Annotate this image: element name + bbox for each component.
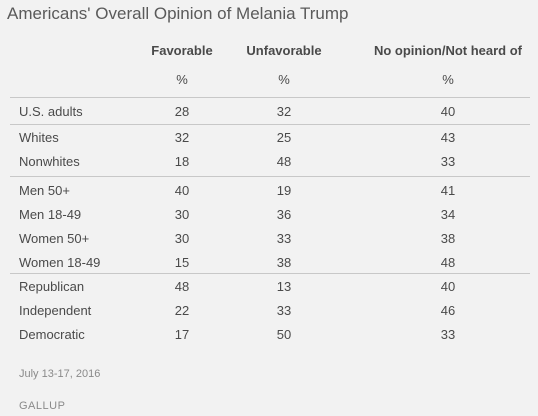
row-label: Women 18-49 [19,255,101,270]
cell-no-opinion: 38 [440,231,456,246]
column-header-favorable: Favorable [151,43,213,58]
unit-no-opinion: % [442,72,454,87]
cell-no-opinion: 40 [440,104,456,119]
cell-unfavorable: 36 [276,207,292,222]
cell-favorable: 40 [174,183,190,198]
cell-unfavorable: 48 [276,154,292,169]
group-divider [10,124,530,125]
unit-unfavorable: % [278,72,290,87]
cell-no-opinion: 43 [440,130,456,145]
table-row: Women 18-49 15 38 48 [0,255,538,279]
cell-favorable: 15 [174,255,190,270]
table-row: Men 50+ 40 19 41 [0,183,538,207]
cell-unfavorable: 25 [276,130,292,145]
unit-favorable: % [176,72,188,87]
row-label: Republican [19,279,85,294]
row-label: Whites [19,130,59,145]
row-label: Nonwhites [19,154,80,169]
group-divider [10,176,530,177]
row-label: U.S. adults [19,104,83,119]
table-row: Nonwhites 18 48 33 [0,154,538,178]
table-row: Women 50+ 30 33 38 [0,231,538,255]
cell-favorable: 30 [174,231,190,246]
cell-no-opinion: 40 [440,279,456,294]
cell-favorable: 17 [174,327,190,342]
table-row: Whites 32 25 43 [0,130,538,154]
source-label: GALLUP [19,400,66,412]
table-row: Men 18-49 30 36 34 [0,207,538,231]
survey-date: July 13-17, 2016 [19,368,101,380]
cell-no-opinion: 41 [440,183,456,198]
cell-unfavorable: 33 [276,231,292,246]
cell-unfavorable: 33 [276,303,292,318]
group-divider [10,97,530,98]
row-label: Women 50+ [19,231,90,246]
table-row: Democratic 17 50 33 [0,327,538,351]
table-row: Independent 22 33 46 [0,303,538,327]
cell-unfavorable: 13 [276,279,292,294]
row-label: Men 50+ [19,183,70,198]
column-header-unfavorable: Unfavorable [246,43,322,58]
cell-unfavorable: 19 [276,183,292,198]
cell-no-opinion: 34 [440,207,456,222]
row-label: Independent [19,303,92,318]
cell-favorable: 28 [174,104,190,119]
row-label: Men 18-49 [19,207,82,222]
cell-favorable: 48 [174,279,190,294]
column-header-no-opinion: No opinion/Not heard of [373,43,523,58]
cell-favorable: 18 [174,154,190,169]
cell-no-opinion: 46 [440,303,456,318]
row-label: Democratic [19,327,85,342]
table-row: Republican 48 13 40 [0,279,538,303]
cell-no-opinion: 33 [440,327,456,342]
group-divider [10,273,530,274]
table-row: U.S. adults 28 32 40 [0,104,538,128]
cell-favorable: 32 [174,130,190,145]
table-title: Americans' Overall Opinion of Melania Tr… [7,4,349,23]
cell-unfavorable: 32 [276,104,292,119]
cell-favorable: 30 [174,207,190,222]
cell-unfavorable: 38 [276,255,292,270]
cell-favorable: 22 [174,303,190,318]
cell-no-opinion: 33 [440,154,456,169]
cell-no-opinion: 48 [440,255,456,270]
cell-unfavorable: 50 [276,327,292,342]
